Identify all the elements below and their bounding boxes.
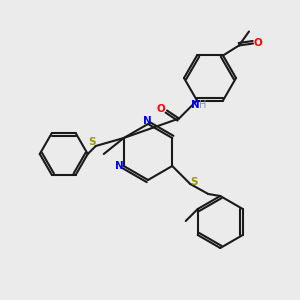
Text: N: N xyxy=(142,116,152,126)
Text: S: S xyxy=(190,177,198,187)
Text: H: H xyxy=(199,100,207,110)
Text: O: O xyxy=(157,103,165,113)
Text: N: N xyxy=(190,100,200,110)
Text: O: O xyxy=(254,38,262,49)
Text: N: N xyxy=(116,161,124,171)
Text: S: S xyxy=(88,137,95,147)
